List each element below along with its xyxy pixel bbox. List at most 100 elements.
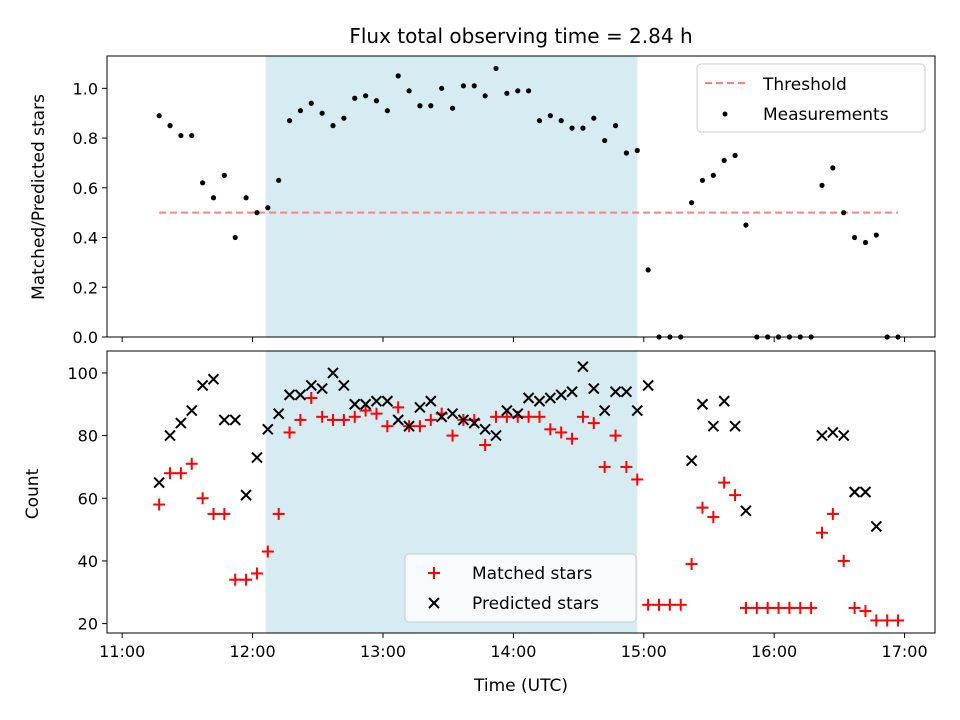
- matched-star-point: [761, 601, 774, 614]
- matched-star-point: [892, 614, 905, 627]
- matched-star-point: [261, 545, 274, 558]
- matched-star-point: [316, 410, 329, 423]
- top-highlight-span: [265, 56, 638, 337]
- measurement-point: [547, 113, 553, 119]
- top-axes-frame: [106, 55, 936, 338]
- measurement-point: [699, 177, 706, 183]
- measurement-points: [156, 65, 901, 340]
- predicted-star-point: [457, 414, 470, 426]
- measurement-point: [504, 90, 510, 96]
- measurement-point: [373, 98, 380, 104]
- matched-star-point: [240, 573, 253, 586]
- predicted-star-point: [490, 429, 502, 442]
- predicted-star-point: [642, 379, 654, 392]
- matched-star-point: [707, 511, 720, 524]
- predicted-star-point: [696, 398, 709, 410]
- measurement-point: [841, 210, 847, 216]
- predicted-star-point: [414, 401, 426, 414]
- measurement-point: [330, 123, 336, 129]
- predicted-star-point: [164, 429, 176, 442]
- matched-star-point: [587, 417, 600, 430]
- measurement-point: [602, 137, 608, 144]
- matched-star-point: [522, 410, 535, 423]
- top-legend: Threshold Measurements: [696, 63, 926, 133]
- y-tick-label: 0.2: [73, 278, 98, 297]
- measurement-point: [178, 132, 184, 139]
- top-x-ticks: [121, 337, 906, 342]
- measurement-point: [286, 118, 293, 124]
- matched-star-point: [794, 601, 807, 614]
- measurement-point: [493, 65, 499, 72]
- matched-star-point: [609, 429, 622, 442]
- predicted-star-point: [707, 420, 720, 432]
- y-tick-label: 60: [78, 489, 98, 508]
- measurement-point: [319, 110, 325, 116]
- matched-star-point: [544, 423, 557, 436]
- predicted-star-point: [229, 414, 241, 426]
- top-panel: 0.0 0.2 0.4 0.6 0.8 1.0 Matched/Predicted sta…: [29, 55, 936, 347]
- measurement-point: [449, 105, 456, 111]
- measurement-point: [297, 108, 304, 114]
- predicted-star-point: [609, 386, 622, 398]
- matched-star-point: [294, 413, 307, 426]
- matched-star-point: [653, 598, 665, 611]
- predicted-star-point: [359, 398, 372, 410]
- matched-star-point: [490, 410, 503, 423]
- matched-star-point: [805, 601, 818, 614]
- measurement-point: [395, 73, 401, 79]
- predicted-star-point: [403, 420, 415, 432]
- measurement-point: [645, 267, 651, 273]
- measurement-point: [460, 83, 467, 89]
- measurement-point: [558, 118, 564, 124]
- matched-star-point: [153, 498, 166, 511]
- legend-predicted-swatch: [428, 597, 440, 609]
- matched-star-point: [718, 476, 731, 489]
- legend-measurements-label: Measurements: [763, 105, 889, 125]
- measurement-point: [341, 115, 347, 121]
- matched-star-point: [218, 507, 231, 520]
- x-tick-label: 17:00: [882, 642, 928, 661]
- measurement-point: [200, 180, 206, 186]
- matched-star-point: [815, 526, 828, 539]
- matched-star-point: [500, 410, 513, 423]
- matched-star-point: [174, 467, 187, 480]
- predicted-star-point: [305, 379, 317, 392]
- predicted-star-point: [251, 451, 263, 464]
- matched-star-point: [392, 401, 405, 414]
- matched-star-point: [229, 573, 242, 586]
- x-tick-label: 11:00: [99, 642, 145, 661]
- predicted-star-point: [848, 486, 861, 498]
- predicted-star-point: [620, 386, 633, 398]
- matched-star-point: [337, 413, 350, 426]
- predicted-star-point: [294, 389, 307, 401]
- predicted-star-point: [870, 520, 883, 533]
- matched-star-point: [620, 460, 633, 473]
- matched-star-point: [164, 467, 177, 480]
- measurement-point: [352, 95, 358, 101]
- matched-star-point: [598, 460, 611, 473]
- predicted-star-point: [283, 389, 296, 401]
- y-tick-label: 0.6: [73, 179, 98, 198]
- measurement-point: [851, 234, 858, 241]
- predicted-star-point: [566, 386, 578, 398]
- matched-star-point: [859, 605, 872, 618]
- predicted-star-point: [685, 454, 698, 467]
- predicted-star-point: [316, 382, 328, 395]
- measurement-point: [819, 182, 825, 188]
- matched-star-point: [837, 554, 850, 567]
- top-legend-box: [696, 63, 926, 133]
- predicted-star-point: [196, 379, 209, 392]
- matched-star-point: [555, 426, 568, 439]
- predicted-star-point: [740, 505, 752, 517]
- predicted-star-point: [533, 395, 546, 407]
- measurement-point: [862, 239, 869, 246]
- x-axis-label: Time (UTC): [473, 676, 568, 696]
- measurement-point: [591, 115, 597, 121]
- matched-star-point: [729, 489, 742, 502]
- legend-threshold-label: Threshold: [762, 75, 847, 95]
- matched-star-point: [533, 410, 546, 423]
- predicted-star-point: [522, 392, 535, 404]
- measurement-point: [743, 222, 749, 228]
- measurement-point: [428, 103, 434, 109]
- matched-star-point: [381, 420, 394, 433]
